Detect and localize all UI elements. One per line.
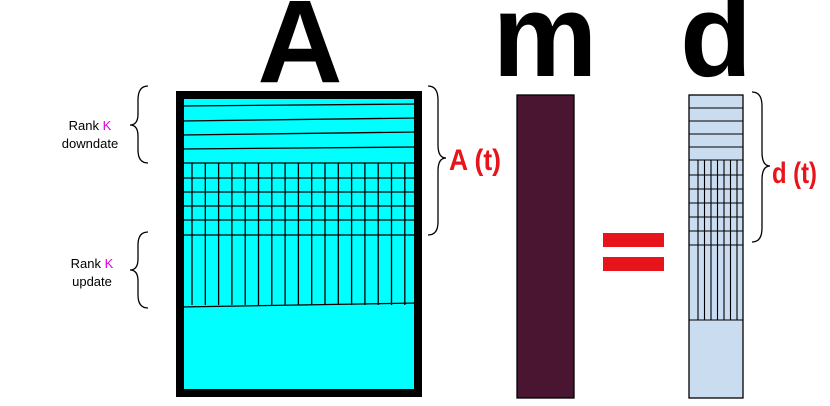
row-line [179, 103, 419, 107]
row-line [179, 117, 419, 122]
equals-bottom [603, 257, 664, 271]
brace-d-t [751, 91, 771, 243]
vector-d-rows [689, 107, 743, 321]
a-t-label: A (t) [449, 144, 501, 177]
brace-downdate [129, 85, 149, 164]
vector-d [688, 94, 744, 399]
update-label: update [72, 274, 112, 289]
vector-m [516, 94, 575, 399]
rank-k: K [103, 118, 112, 133]
row-line [179, 302, 419, 308]
downdate-label: downdate [62, 136, 118, 151]
vector-m-title: m [493, 0, 598, 102]
d-t-label: d (t) [772, 157, 817, 190]
vector-d-title: d [680, 0, 752, 102]
row-line [179, 131, 419, 136]
rank-k: K [105, 256, 114, 271]
rank-word: Rank [71, 256, 102, 271]
equals-top [603, 233, 664, 247]
update-rank: Rank K [71, 256, 114, 271]
matrix-a-title: A [257, 0, 342, 108]
brace-a-t [427, 85, 447, 236]
rank-word: Rank [69, 118, 100, 133]
row-line [179, 146, 419, 150]
matrix-a-rows [179, 103, 419, 308]
brace-update [129, 231, 149, 309]
matrix-a-border [176, 91, 422, 397]
downdate-rank: Rank K [69, 118, 112, 133]
